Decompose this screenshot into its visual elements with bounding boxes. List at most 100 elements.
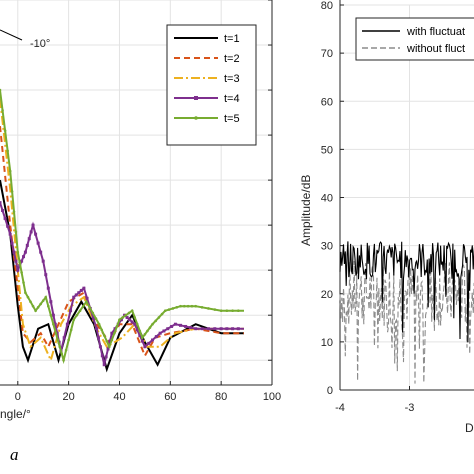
- left-legend-box: [166, 24, 257, 146]
- series-marker-t4: [225, 327, 229, 331]
- series-marker-t4: [22, 255, 26, 259]
- right-grid: [339, 4, 474, 391]
- series-marker-t4: [128, 318, 132, 322]
- series-marker-t5: [20, 271, 23, 274]
- legend-label-t5: t=5: [224, 113, 240, 125]
- series-marker-t5: [46, 304, 50, 308]
- series-marker-t5: [6, 149, 9, 153]
- series-marker-t5: [237, 309, 240, 313]
- right-x-label: D: [465, 421, 474, 435]
- series-marker-t4: [34, 232, 38, 236]
- series-marker-t4: [44, 273, 48, 277]
- right-y-tick-label: 20: [321, 289, 333, 301]
- series-marker-t5: [160, 312, 164, 316]
- right-series: [339, 241, 474, 384]
- right-y-tick-label: 50: [321, 144, 333, 156]
- series-marker-t4: [106, 347, 110, 351]
- series-marker-t4: [79, 288, 83, 292]
- right-x-ticks: -4-3-2: [335, 386, 415, 414]
- series-marker-t4: [16, 268, 20, 272]
- series-marker-t5: [97, 322, 101, 326]
- series-marker-t5: [100, 328, 103, 332]
- series-marker-t5: [143, 333, 147, 336]
- series-marker-t4: [72, 295, 76, 299]
- left-x-tick-label: 0: [15, 391, 21, 403]
- left-x-tick-label: 60: [164, 391, 176, 403]
- series-marker-t4: [236, 327, 240, 331]
- series-marker-t4: [77, 291, 81, 295]
- series-marker-t4: [108, 339, 112, 343]
- series-marker-t4: [162, 329, 166, 333]
- series-marker-t4: [154, 335, 158, 339]
- left-x-tick-label: 40: [113, 391, 125, 403]
- legend-label-t3: t=3: [224, 73, 240, 85]
- series-marker-t5: [186, 304, 190, 308]
- series-marker-t5: [94, 317, 98, 320]
- series-marker-t4: [143, 345, 147, 349]
- series-marker-t4: [178, 323, 182, 327]
- series-marker-t5: [14, 230, 18, 234]
- right-y-tick-label: 60: [321, 96, 333, 108]
- series-marker-t5: [231, 309, 234, 313]
- series-marker-t5: [26, 295, 30, 299]
- series-marker-t5: [151, 322, 154, 326]
- series-marker-t5: [115, 325, 119, 328]
- series-marker-t5: [157, 316, 161, 319]
- left-x-tick-label: 100: [263, 391, 281, 403]
- series-marker-t4: [194, 327, 198, 331]
- series-marker-t5: [167, 308, 171, 311]
- series-marker-t4: [23, 250, 27, 254]
- series-marker-t5: [22, 281, 25, 284]
- series-marker-t4: [14, 259, 18, 263]
- series-marker-t4: [41, 259, 45, 263]
- series-marker-t5: [105, 339, 109, 343]
- series-marker-t5: [130, 309, 134, 313]
- series-marker-t5: [219, 309, 223, 313]
- series-marker-t5: [64, 348, 68, 352]
- legend-label-right-2: without fluct: [406, 43, 465, 55]
- series-marker-t5: [124, 313, 128, 317]
- series-marker-t4: [51, 313, 55, 317]
- series-marker-t5: [0, 88, 2, 92]
- series-marker-t5: [69, 328, 73, 332]
- series-marker-t5: [182, 304, 186, 308]
- series-marker-t4: [206, 327, 210, 331]
- series-marker-t4: [27, 237, 31, 241]
- legend-marker-t4: [194, 96, 198, 100]
- series-marker-t5: [190, 304, 194, 308]
- right-y-label: Amplitude/dB: [299, 175, 313, 246]
- series-marker-t4: [69, 309, 73, 313]
- series-marker-t5: [16, 250, 20, 254]
- series-marker-t4: [135, 328, 139, 332]
- right-x-tick-label: -3: [405, 402, 415, 414]
- series-marker-t4: [231, 327, 235, 331]
- series-marker-t4: [82, 286, 86, 290]
- series-marker-t4: [125, 315, 129, 319]
- right-legend-box: [355, 17, 474, 61]
- series-marker-t4: [110, 331, 114, 335]
- series-marker-t5: [49, 313, 53, 317]
- series-marker-t5: [67, 338, 70, 342]
- legend-label-t2: t=2: [224, 53, 240, 65]
- series-marker-t4: [39, 250, 43, 254]
- series-marker-t5: [41, 299, 45, 302]
- series-marker-t4: [219, 327, 223, 331]
- annotation: -10°: [0, 29, 50, 50]
- series-marker-t4: [85, 296, 89, 300]
- series-marker-t4: [29, 230, 33, 234]
- left-legend-items: t=1 t=2 t=3 t=4 t=5: [174, 33, 240, 125]
- series-marker-t5: [31, 304, 35, 308]
- series-marker-t5: [12, 210, 16, 213]
- annotation-arrow: [0, 29, 23, 41]
- series-marker-t5: [34, 309, 37, 313]
- right-legend-items: with fluctuat without fluct: [362, 26, 465, 55]
- series-marker-t4: [200, 327, 204, 331]
- series-marker-t5: [75, 313, 79, 317]
- series-marker-t5: [62, 358, 65, 362]
- series-marker-t5: [72, 318, 76, 322]
- series-marker-t5: [110, 338, 114, 342]
- series-line-with-fluctuation: [339, 241, 474, 343]
- series-marker-t4: [74, 293, 78, 297]
- series-marker-t4: [166, 327, 170, 331]
